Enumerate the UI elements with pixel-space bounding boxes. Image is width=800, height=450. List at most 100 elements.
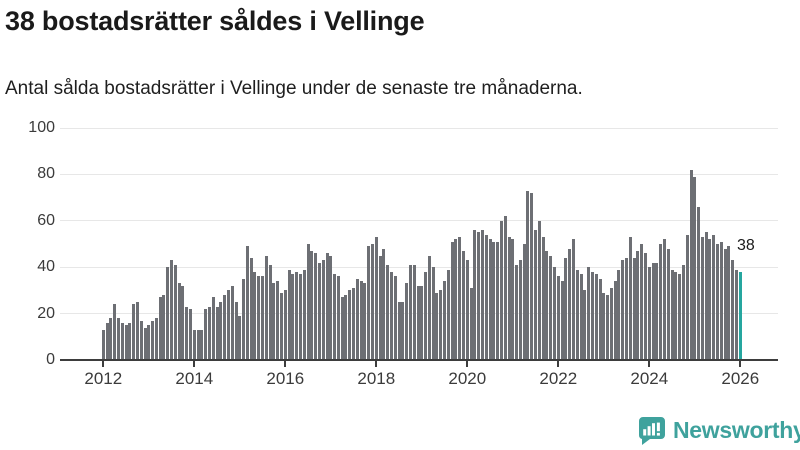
bar: [158, 297, 162, 360]
bar: [640, 244, 644, 360]
x-axis-tick-label: 2018: [357, 369, 396, 388]
bar: [716, 244, 720, 360]
bar: [170, 260, 174, 360]
bar: [416, 285, 420, 360]
bar: [488, 239, 492, 360]
bar: [200, 329, 204, 360]
bar: [712, 234, 716, 360]
bar: [291, 274, 295, 360]
bar: [625, 257, 629, 360]
bar: [352, 288, 356, 360]
bar: [556, 276, 560, 360]
bar: [613, 281, 617, 360]
newsworthy-wordmark: Newsworthy: [673, 416, 800, 443]
bar: [496, 241, 500, 360]
bar: [101, 329, 105, 360]
bar: [192, 329, 196, 360]
bar: [700, 237, 704, 360]
bar: [374, 237, 378, 360]
y-axis-tick-label: 40: [37, 258, 55, 276]
x-axis-tick: [284, 361, 287, 367]
bar: [553, 267, 556, 360]
bar: [196, 329, 200, 360]
bar: [590, 271, 594, 360]
bar: [499, 220, 503, 360]
newsworthy-logo[interactable]: Newsworthy: [636, 414, 800, 446]
bar: [207, 306, 211, 360]
bar: [295, 271, 299, 360]
bar: [181, 285, 185, 360]
bar: [731, 260, 735, 360]
bar: [541, 237, 545, 360]
bar: [678, 274, 682, 360]
bar: [617, 269, 621, 360]
bar: [280, 292, 283, 360]
bar: [234, 302, 238, 360]
bar: [735, 269, 738, 360]
gridline: [60, 173, 778, 175]
bar: [511, 239, 515, 360]
bar: [492, 241, 496, 360]
bar: [704, 232, 708, 360]
bar: [560, 281, 564, 360]
bar: [109, 318, 113, 360]
y-axis-tick-label: 60: [37, 211, 55, 229]
bar: [587, 267, 591, 360]
bar: [204, 308, 208, 360]
bar: [128, 322, 132, 360]
bar: [693, 176, 697, 360]
x-axis-tick-label: 2026: [721, 369, 760, 388]
bar: [545, 250, 549, 360]
bar: [124, 325, 128, 360]
bar: [518, 260, 522, 360]
bar: [363, 283, 367, 360]
bar: [651, 262, 655, 360]
bar: [670, 269, 674, 360]
bar: [609, 288, 613, 360]
bar: [245, 246, 249, 360]
x-axis-tick: [466, 361, 469, 367]
bar: [647, 267, 651, 360]
x-axis-tick: [375, 361, 378, 367]
bar: [177, 283, 181, 360]
bar: [355, 278, 359, 360]
bar: [147, 325, 151, 360]
bar: [113, 304, 117, 360]
x-axis-tick-label: 2014: [175, 369, 214, 388]
page-title: 38 bostadsrätter såldes i Vellinge: [5, 6, 425, 36]
bar: [727, 246, 731, 360]
bar: [306, 244, 310, 360]
bar: [602, 292, 606, 360]
bar: [594, 274, 598, 360]
bar: [579, 274, 583, 360]
bar: [325, 253, 329, 360]
bar: [606, 295, 610, 360]
bar: [317, 262, 321, 360]
bar: [462, 250, 465, 360]
bar: [302, 269, 306, 360]
bar: [723, 248, 727, 360]
bar: [405, 283, 409, 360]
bar: [287, 269, 291, 360]
bar: [336, 276, 340, 360]
bar: [621, 260, 625, 360]
bar: [681, 264, 685, 360]
x-axis-tick-label: 2022: [539, 369, 578, 388]
bar: [386, 264, 390, 360]
bar: [139, 320, 143, 360]
bar: [132, 304, 136, 360]
bar: [526, 190, 530, 360]
bar: [329, 255, 333, 360]
bar: [143, 327, 147, 360]
bar: [420, 285, 424, 360]
bar: [636, 250, 640, 360]
bar: [534, 230, 538, 360]
bar: [632, 257, 636, 360]
bar: [571, 239, 575, 360]
bar: [314, 253, 318, 360]
bar: [367, 246, 371, 360]
bar: [674, 271, 678, 360]
bar: [465, 260, 469, 360]
bar: [189, 308, 192, 360]
